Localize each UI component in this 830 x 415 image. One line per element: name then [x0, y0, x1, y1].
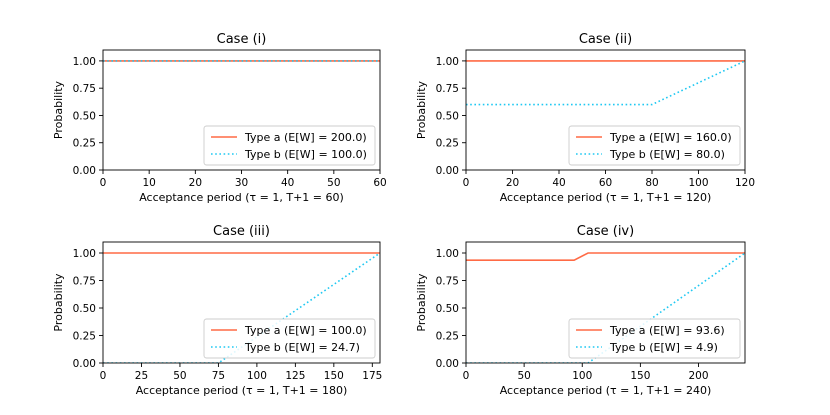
legend-entry: Type a (E[W] = 93.6): [609, 324, 725, 337]
chart-title: Case (ii): [579, 32, 632, 47]
chart-title: Case (iv): [577, 224, 634, 239]
y-tick-label: 1.00: [436, 248, 459, 260]
legend-entry: Type a (E[W] = 160.0): [609, 131, 732, 144]
series-line-type-a: [466, 252, 745, 261]
legend: Type a (E[W] = 160.0) Type b (E[W] = 80.0…: [568, 125, 741, 166]
legend-box: [568, 125, 741, 166]
x-tick-label: 50: [173, 370, 186, 382]
legend-entry: Type b (E[W] = 24.7): [244, 341, 360, 354]
legend-box: [568, 318, 741, 359]
y-tick-label: 0.50: [73, 110, 96, 122]
x-tick-label: 75: [212, 370, 225, 382]
legend: Type a (E[W] = 100.0) Type b (E[W] = 24.7…: [203, 318, 376, 359]
x-tick-label: 175: [362, 370, 382, 382]
y-tick-label: 0.50: [73, 303, 96, 315]
x-tick-label: 150: [324, 370, 344, 382]
x-tick-label: 50: [517, 370, 530, 382]
chart-panel-3: 0 25 50 75 100 125 150 175 0.00 0.25 0.50 0.75 1.00 C…: [52, 224, 382, 397]
x-tick-label: 150: [630, 370, 650, 382]
y-tick-label: 0.25: [73, 331, 96, 343]
x-tick-label: 100: [572, 370, 592, 382]
y-tick-label: 0.50: [436, 303, 459, 315]
legend: Type a (E[W] = 200.0) Type b (E[W] = 100.…: [203, 125, 376, 166]
x-tick-label: 40: [281, 177, 294, 189]
x-tick-label: 20: [506, 177, 519, 189]
y-tick-label: 0.00: [436, 165, 459, 177]
y-tick-label: 0.25: [436, 138, 459, 150]
y-tick-label: 0.75: [436, 83, 459, 95]
y-tick-label: 0.00: [73, 165, 96, 177]
chart-panel-4: 0 50 100 150 200 0.00 0.25 0.50 0.75 1.00 Case (iv…: [415, 224, 746, 397]
x-tick-label: 60: [373, 177, 386, 189]
legend: Type a (E[W] = 93.6) Type b (E[W] = 4.9): [568, 318, 741, 359]
x-tick-label: 100: [247, 370, 267, 382]
axes-frame: [465, 241, 746, 364]
y-axis-label: Probability: [52, 273, 65, 332]
chart-title: Case (iii): [213, 224, 270, 239]
y-axis-label: Probability: [415, 80, 428, 139]
x-tick-label: 120: [735, 177, 755, 189]
x-tick-label: 10: [142, 177, 155, 189]
legend-entry: Type b (E[W] = 100.0): [244, 148, 367, 161]
y-tick-label: 0.75: [73, 276, 96, 288]
axes-frame: [102, 241, 381, 364]
x-tick-label: 125: [285, 370, 305, 382]
y-tick-label: 0.25: [436, 331, 459, 343]
y-tick-label: 1.00: [73, 56, 96, 68]
x-tick-label: 80: [645, 177, 658, 189]
legend-entry: Type a (E[W] = 200.0): [244, 131, 367, 144]
legend-entry: Type b (E[W] = 4.9): [609, 341, 718, 354]
x-tick-label: 25: [135, 370, 148, 382]
x-tick-label: 40: [552, 177, 565, 189]
x-tick-label: 30: [235, 177, 248, 189]
y-tick-label: 0.75: [73, 83, 96, 95]
y-tick-label: 1.00: [436, 56, 459, 68]
x-axis-label: Acceptance period (τ = 1, T+1 = 60): [139, 191, 344, 204]
series-line-type-b: [466, 60, 745, 106]
y-tick-label: 0.00: [436, 358, 459, 370]
x-tick-label: 0: [100, 177, 107, 189]
y-tick-label: 1.00: [73, 248, 96, 260]
y-tick-label: 0.50: [436, 110, 459, 122]
x-axis-label: Acceptance period (τ = 1, T+1 = 180): [136, 384, 348, 397]
x-tick-label: 100: [688, 177, 708, 189]
legend-box: [203, 125, 376, 166]
x-axis-label: Acceptance period (τ = 1, T+1 = 240): [500, 384, 712, 397]
x-tick-label: 200: [688, 370, 708, 382]
chart-panel-1: 0 10 20 30 40 50 60 0.00 0.25 0.50 0.75 1.00 Case (i…: [52, 32, 387, 204]
x-tick-label: 0: [100, 370, 107, 382]
x-tick-label: 0: [463, 370, 470, 382]
chart-panel-2: 0 20 40 60 80 100 120 0.00 0.25 0.50 0.75 1.00 Case …: [415, 32, 755, 204]
x-axis-label: Acceptance period (τ = 1, T+1 = 120): [500, 191, 712, 204]
y-tick-label: 0.25: [73, 138, 96, 150]
x-tick-label: 20: [189, 177, 202, 189]
y-axis-label: Probability: [415, 273, 428, 332]
x-tick-label: 0: [463, 177, 470, 189]
y-tick-label: 0.75: [436, 276, 459, 288]
y-axis-label: Probability: [52, 80, 65, 139]
legend-box: [203, 318, 376, 359]
x-tick-label: 50: [327, 177, 340, 189]
legend-entry: Type b (E[W] = 80.0): [609, 148, 725, 161]
chart-title: Case (i): [217, 32, 267, 47]
y-tick-label: 0.00: [73, 358, 96, 370]
x-tick-label: 60: [599, 177, 612, 189]
legend-entry: Type a (E[W] = 100.0): [244, 324, 367, 337]
